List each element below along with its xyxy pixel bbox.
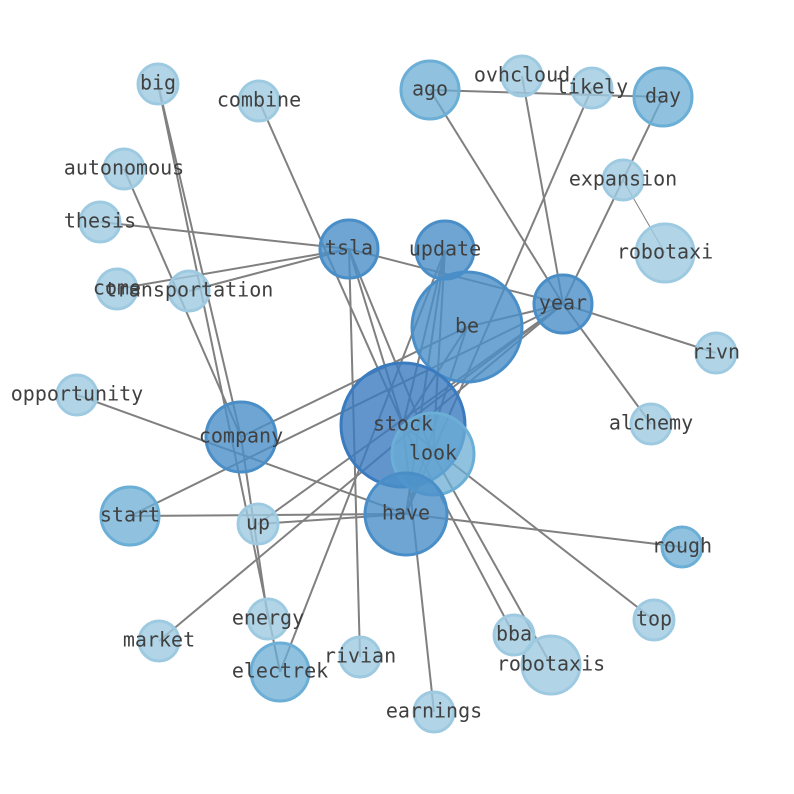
- node: [629, 402, 673, 446]
- node: [102, 147, 146, 191]
- edge: [429, 89, 664, 98]
- node-label: big: [140, 71, 176, 95]
- edge: [99, 221, 350, 250]
- node: [412, 690, 456, 734]
- node: [55, 373, 99, 417]
- node-label: have: [382, 501, 430, 525]
- node: [500, 54, 544, 98]
- node-label: expansion: [569, 167, 677, 191]
- edge: [429, 89, 564, 305]
- node-label: earnings: [386, 699, 482, 723]
- node-label: opportunity: [11, 382, 143, 406]
- node: [634, 222, 696, 284]
- node-label: combine: [217, 88, 301, 112]
- node: [137, 619, 181, 663]
- node: [632, 66, 694, 128]
- node-label: ovhcloud: [474, 63, 570, 87]
- node: [694, 331, 738, 375]
- node-label: alchemy: [609, 411, 693, 435]
- edge: [157, 83, 242, 438]
- node-label: start: [100, 503, 160, 527]
- node-label: transportation: [105, 278, 274, 302]
- node: [249, 641, 311, 703]
- node: [492, 613, 536, 657]
- node: [167, 269, 211, 313]
- node-label: electrek: [232, 659, 328, 683]
- node-label: tsla: [325, 236, 373, 260]
- node-label: stock: [373, 412, 433, 436]
- node: [660, 525, 704, 569]
- node: [136, 62, 180, 106]
- node-label: up: [246, 511, 270, 535]
- node: [410, 270, 524, 384]
- node-label: robotaxi: [617, 240, 713, 264]
- node: [318, 218, 380, 280]
- node-label: ago: [412, 77, 448, 101]
- edge: [562, 96, 664, 305]
- node: [78, 200, 122, 244]
- node-label: look: [409, 441, 457, 465]
- node: [601, 158, 645, 202]
- edge: [157, 83, 281, 673]
- node-label: rivian: [324, 644, 396, 668]
- node: [237, 79, 281, 123]
- node-label: day: [645, 84, 681, 108]
- edge: [116, 248, 350, 290]
- node: [204, 400, 278, 474]
- node-label: thesis: [64, 209, 136, 233]
- node: [570, 66, 614, 110]
- node: [338, 635, 382, 679]
- node-label: come: [93, 276, 141, 300]
- node: [363, 471, 449, 557]
- node-label: likely: [556, 75, 628, 99]
- node: [532, 273, 594, 335]
- node: [95, 267, 139, 311]
- node-label: update: [409, 237, 481, 261]
- node: [246, 597, 290, 641]
- node-label: top: [636, 607, 672, 631]
- node: [632, 598, 676, 642]
- node-label: rivn: [692, 340, 740, 364]
- nodes: [55, 54, 738, 734]
- node: [236, 502, 280, 546]
- node-label: market: [123, 628, 195, 652]
- node-label: autonomous: [64, 156, 184, 180]
- node-label: company: [199, 424, 283, 448]
- node-label: energy: [232, 606, 304, 630]
- node-label: rough: [652, 534, 712, 558]
- node-label: bba: [496, 622, 532, 646]
- node-label: robotaxis: [497, 652, 605, 676]
- node: [399, 59, 461, 121]
- node-label: be: [455, 314, 479, 338]
- node-label: year: [539, 291, 587, 315]
- edge: [521, 75, 564, 305]
- node: [99, 485, 161, 547]
- node: [520, 634, 582, 696]
